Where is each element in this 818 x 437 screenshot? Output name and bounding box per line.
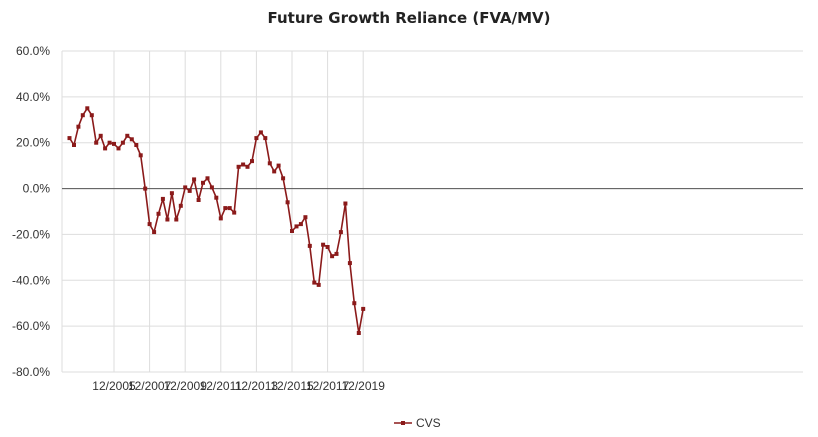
y-tick-label: 60.0% (16, 44, 50, 58)
data-point[interactable] (209, 185, 214, 190)
y-tick-label: -40.0% (12, 273, 50, 287)
data-point[interactable] (241, 162, 246, 167)
y-tick-label: -60.0% (12, 319, 50, 333)
legend-swatch-marker (401, 421, 405, 425)
data-point[interactable] (112, 141, 116, 146)
chart-title: Future Growth Reliance (FVA/MV) (267, 9, 551, 27)
data-point[interactable] (67, 136, 72, 141)
data-point[interactable] (294, 224, 299, 229)
gridlines (61, 50, 803, 373)
data-point[interactable] (312, 280, 317, 285)
y-tick-label: -80.0% (12, 365, 50, 379)
data-point[interactable] (343, 201, 348, 206)
data-point[interactable] (236, 164, 241, 169)
data-point[interactable] (196, 198, 201, 202)
data-point[interactable] (192, 177, 197, 182)
data-point[interactable] (174, 217, 179, 222)
y-tick-label: -20.0% (12, 227, 50, 241)
data-point[interactable] (147, 222, 152, 227)
data-point[interactable] (72, 143, 76, 147)
data-point[interactable] (218, 216, 223, 221)
data-point[interactable] (334, 251, 339, 256)
data-point[interactable] (214, 195, 219, 200)
data-point[interactable] (298, 222, 303, 227)
data-point[interactable] (272, 169, 277, 174)
y-tick-label: 20.0% (16, 136, 50, 150)
legend-label: CVS (416, 416, 441, 430)
data-point[interactable] (201, 180, 205, 185)
data-point[interactable] (285, 200, 290, 205)
data-point[interactable] (227, 206, 232, 211)
data-point[interactable] (160, 196, 165, 201)
data-point[interactable] (120, 140, 125, 145)
data-point[interactable] (98, 133, 103, 138)
data-point[interactable] (276, 163, 281, 168)
data-point[interactable] (103, 146, 108, 151)
data-point[interactable] (361, 306, 366, 311)
data-point[interactable] (267, 161, 272, 166)
x-tick-label: 12/2009 (164, 379, 208, 393)
x-tick-label: 12/2005 (92, 379, 136, 393)
x-tick-label: 12/2015 (270, 379, 314, 393)
data-point[interactable] (338, 230, 343, 235)
data-point[interactable] (116, 146, 121, 151)
data-point[interactable] (303, 215, 308, 220)
x-tick-label: 12/2007 (128, 379, 172, 393)
data-point[interactable] (89, 113, 94, 118)
data-point[interactable] (169, 191, 174, 196)
data-point[interactable] (125, 133, 130, 138)
data-point[interactable] (183, 185, 188, 190)
data-point[interactable] (250, 159, 254, 164)
y-axis-ticks: 60.0% 40.0% 20.0% 0.0% -20.0% -40.0% -60.0% -80… (12, 44, 50, 379)
data-point[interactable] (165, 217, 170, 222)
data-point[interactable] (80, 113, 85, 118)
x-tick-label: 12/2013 (235, 379, 279, 393)
data-point[interactable] (134, 143, 139, 147)
data-point[interactable] (138, 153, 143, 158)
data-point[interactable] (187, 188, 192, 193)
x-axis-ticks: 12/200512/200712/200912/201112/201312/20… (92, 379, 385, 393)
x-tick-label: 12/2019 (342, 379, 386, 393)
data-point[interactable] (152, 230, 157, 235)
data-point[interactable] (290, 229, 294, 233)
data-point[interactable] (263, 136, 268, 141)
series-cvs (67, 106, 366, 335)
data-point[interactable] (347, 261, 352, 266)
data-point[interactable] (245, 164, 250, 169)
data-point[interactable] (281, 176, 286, 181)
y-tick-label: 40.0% (16, 90, 50, 104)
data-point[interactable] (223, 206, 228, 211)
data-point[interactable] (156, 211, 161, 216)
data-point[interactable] (316, 282, 321, 287)
data-point[interactable] (205, 176, 210, 181)
data-point[interactable] (85, 106, 90, 111)
data-point[interactable] (76, 124, 81, 129)
data-point[interactable] (94, 140, 99, 145)
data-point[interactable] (143, 186, 148, 191)
x-tick-label: 12/2011 (200, 379, 243, 393)
x-tick-label: 12/2017 (306, 379, 350, 393)
data-point[interactable] (321, 242, 326, 247)
data-point[interactable] (330, 254, 335, 259)
data-point[interactable] (107, 140, 112, 145)
data-point[interactable] (254, 136, 259, 141)
data-point[interactable] (129, 137, 134, 142)
legend[interactable]: CVS (394, 416, 441, 430)
y-tick-label: 0.0% (23, 182, 51, 196)
data-point[interactable] (356, 331, 361, 335)
data-point[interactable] (325, 245, 330, 249)
data-point[interactable] (307, 243, 312, 248)
data-point[interactable] (178, 203, 183, 208)
data-point[interactable] (232, 210, 237, 215)
data-point[interactable] (258, 130, 263, 135)
data-point[interactable] (352, 301, 357, 306)
